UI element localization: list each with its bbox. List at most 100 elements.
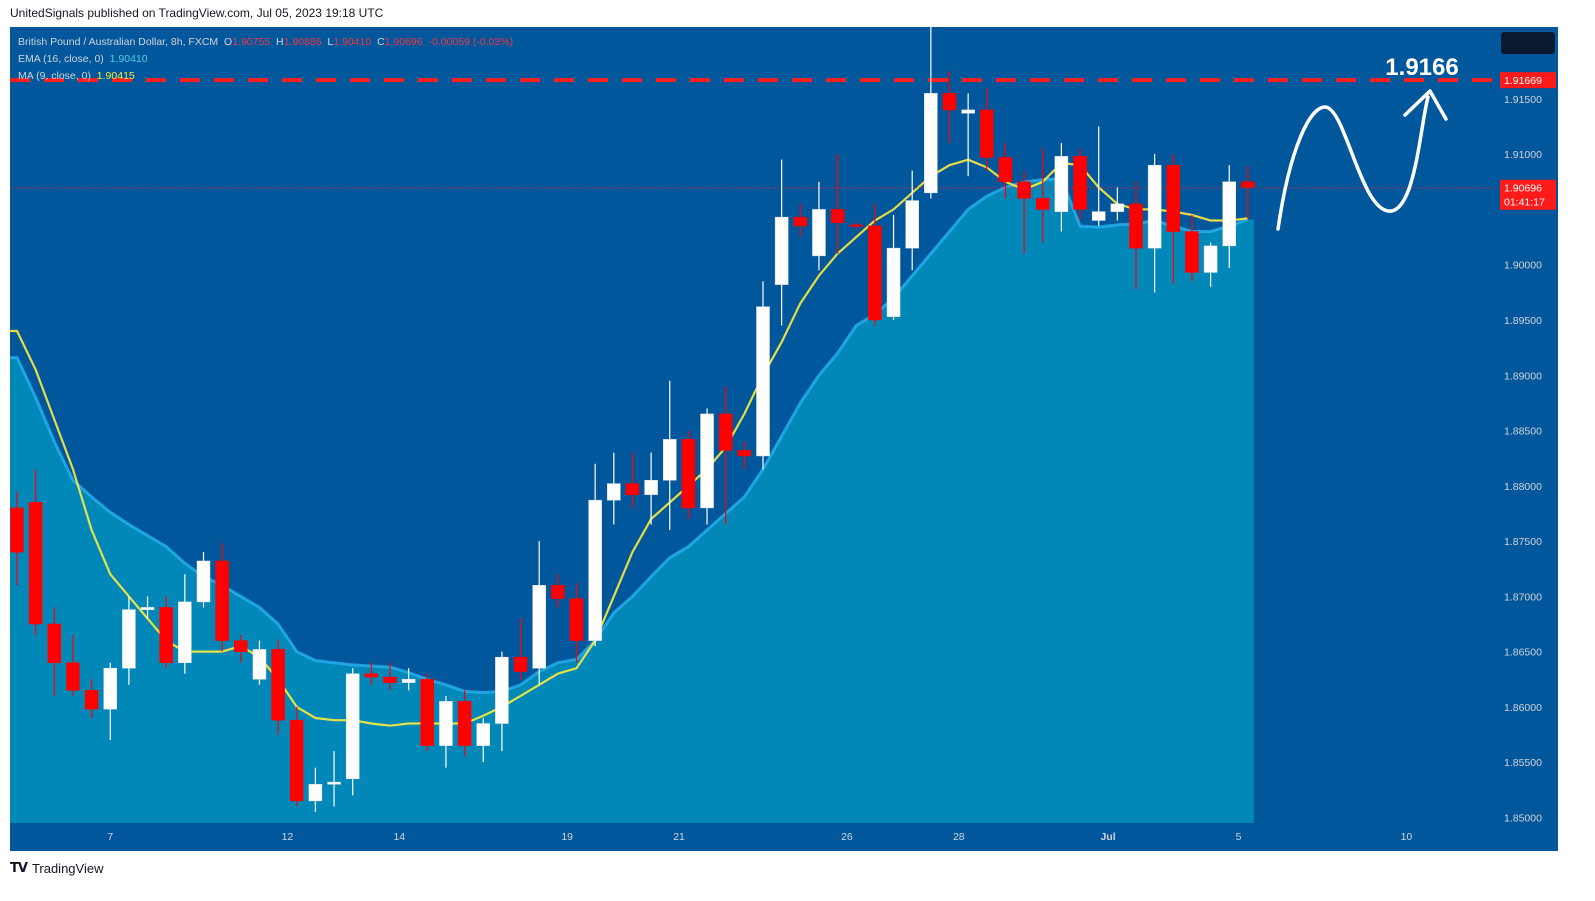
candle-body[interactable] — [1054, 156, 1069, 212]
candle-body[interactable] — [10, 507, 24, 553]
candle-body[interactable] — [718, 413, 733, 451]
candle-body[interactable] — [1147, 164, 1162, 249]
candle-body[interactable] — [1091, 211, 1106, 221]
price-tick-label: 1.90000 — [1504, 260, 1542, 272]
ma-line[interactable] — [10, 158, 1249, 727]
legend-ma-value: 1.90415 — [96, 70, 135, 82]
chart-panel[interactable]: 1.91500 1.91000 1.90000 1.89500 1.89000 1.885… — [10, 27, 1558, 851]
candle-body[interactable] — [756, 306, 770, 457]
candle-body[interactable] — [1073, 156, 1087, 210]
chart-corner-button[interactable] — [1501, 32, 1555, 54]
time-tick-label: 7 — [107, 831, 113, 843]
candle-body[interactable] — [66, 662, 80, 691]
projection-wave-path — [1276, 95, 1430, 231]
candle-body[interactable] — [159, 607, 173, 663]
legend-ma-label: MA (9, close, 0) — [18, 70, 91, 82]
candle-body[interactable] — [942, 93, 957, 111]
legend-ema-row[interactable]: EMA (16, close, 0) 1.90410 — [18, 51, 513, 68]
candle-body[interactable] — [178, 601, 192, 663]
candle-body[interactable] — [849, 224, 863, 227]
candle-body[interactable] — [495, 656, 509, 724]
time-tick-label: 12 — [282, 831, 294, 843]
time-tick-label: 21 — [673, 831, 685, 843]
candle-body[interactable] — [84, 690, 99, 710]
candle-body[interactable] — [924, 93, 938, 194]
candle-body[interactable] — [551, 585, 565, 599]
candle-body[interactable] — [681, 439, 696, 509]
price-tick-label: 1.86000 — [1504, 702, 1542, 714]
legend-low-label: L — [327, 36, 334, 48]
candle-body[interactable] — [513, 656, 528, 672]
legend-ma-row[interactable]: MA (9, close, 0) 1.90415 — [18, 68, 513, 85]
candle-body[interactable] — [774, 216, 789, 285]
footer-logo-text[interactable]: TradingView — [31, 860, 104, 876]
candle-body[interactable] — [905, 200, 919, 249]
price-tick-label: 1.88000 — [1504, 481, 1542, 493]
candle-body[interactable] — [644, 480, 658, 495]
candle-body[interactable] — [1241, 181, 1255, 188]
candle-body[interactable] — [439, 701, 453, 746]
candle-body[interactable] — [327, 781, 341, 785]
price-tick-label: 1.91000 — [1504, 149, 1542, 161]
candle-body[interactable] — [569, 598, 584, 641]
price-tick-label: 1.89000 — [1504, 370, 1542, 382]
price-chart[interactable]: 1.91500 1.91000 1.90000 1.89500 1.89000 1.885… — [10, 27, 1558, 851]
candle-body[interactable] — [737, 450, 752, 457]
legend-close: 1.90696 — [384, 36, 423, 48]
candle-body[interactable] — [290, 719, 304, 802]
candle-body[interactable] — [1129, 203, 1143, 249]
candle-body[interactable] — [140, 607, 155, 610]
legend-high: 1.90886 — [283, 36, 322, 48]
projection-arrow-icon — [1403, 89, 1448, 121]
candle-body[interactable] — [700, 413, 714, 509]
candle-body[interactable] — [364, 673, 379, 678]
candle-body[interactable] — [625, 483, 640, 495]
candle-body[interactable] — [1017, 181, 1031, 199]
candle-body[interactable] — [308, 784, 323, 802]
candle-body[interactable] — [1036, 198, 1050, 210]
candle-body[interactable] — [103, 667, 117, 710]
resistance-price-label: 1.91669 — [1504, 75, 1542, 87]
candle-body[interactable] — [345, 673, 360, 780]
candle-body[interactable] — [980, 109, 994, 158]
candle-body[interactable] — [998, 157, 1013, 183]
time-tick-label: Jul — [1100, 831, 1115, 843]
candle-body[interactable] — [607, 483, 621, 501]
price-tick-label: 1.86500 — [1504, 647, 1542, 659]
candle-body[interactable] — [420, 679, 435, 746]
chart-legend: British Pound / Australian Dollar, 8h, F… — [18, 34, 513, 85]
target-annotation: 1.9166 — [1385, 54, 1458, 81]
candle-body[interactable] — [252, 649, 267, 680]
candle-body[interactable] — [1203, 245, 1218, 273]
candle-body[interactable] — [886, 247, 901, 317]
price-tick-label: 1.91500 — [1504, 94, 1542, 106]
candle-body[interactable] — [1222, 181, 1236, 247]
candle-body[interactable] — [793, 216, 808, 227]
candle-body[interactable] — [1110, 203, 1125, 212]
legend-symbol[interactable]: British Pound / Australian Dollar, 8h, F… — [18, 36, 219, 48]
countdown-label: 01:41:17 — [1504, 197, 1545, 209]
candle-body[interactable] — [457, 701, 472, 746]
candle-body[interactable] — [532, 585, 546, 669]
candle-body[interactable] — [28, 502, 43, 625]
candle-body[interactable] — [215, 560, 229, 641]
candle-body[interactable] — [588, 499, 602, 641]
candle-body[interactable] — [868, 225, 882, 321]
candle-body[interactable] — [812, 209, 826, 257]
candle-body[interactable] — [383, 676, 397, 683]
candle-body[interactable] — [196, 560, 211, 603]
candle-body[interactable] — [1185, 231, 1199, 273]
candle-body[interactable] — [401, 679, 416, 683]
candle-body[interactable] — [1166, 164, 1181, 232]
candle-body[interactable] — [476, 723, 490, 746]
candle-body[interactable] — [663, 439, 677, 481]
tradingview-logo-icon[interactable]: 𝗧𝗩 — [10, 860, 28, 875]
legend-ohlc-row: British Pound / Australian Dollar, 8h, F… — [18, 34, 513, 51]
candle-body[interactable] — [271, 649, 285, 721]
candle-body[interactable] — [234, 640, 248, 652]
published-text: UnitedSignals published on TradingView.c… — [10, 6, 384, 20]
candle-body[interactable] — [122, 609, 136, 669]
candle-body[interactable] — [961, 109, 975, 114]
candle-body[interactable] — [830, 209, 845, 223]
candle-body[interactable] — [47, 623, 62, 663]
